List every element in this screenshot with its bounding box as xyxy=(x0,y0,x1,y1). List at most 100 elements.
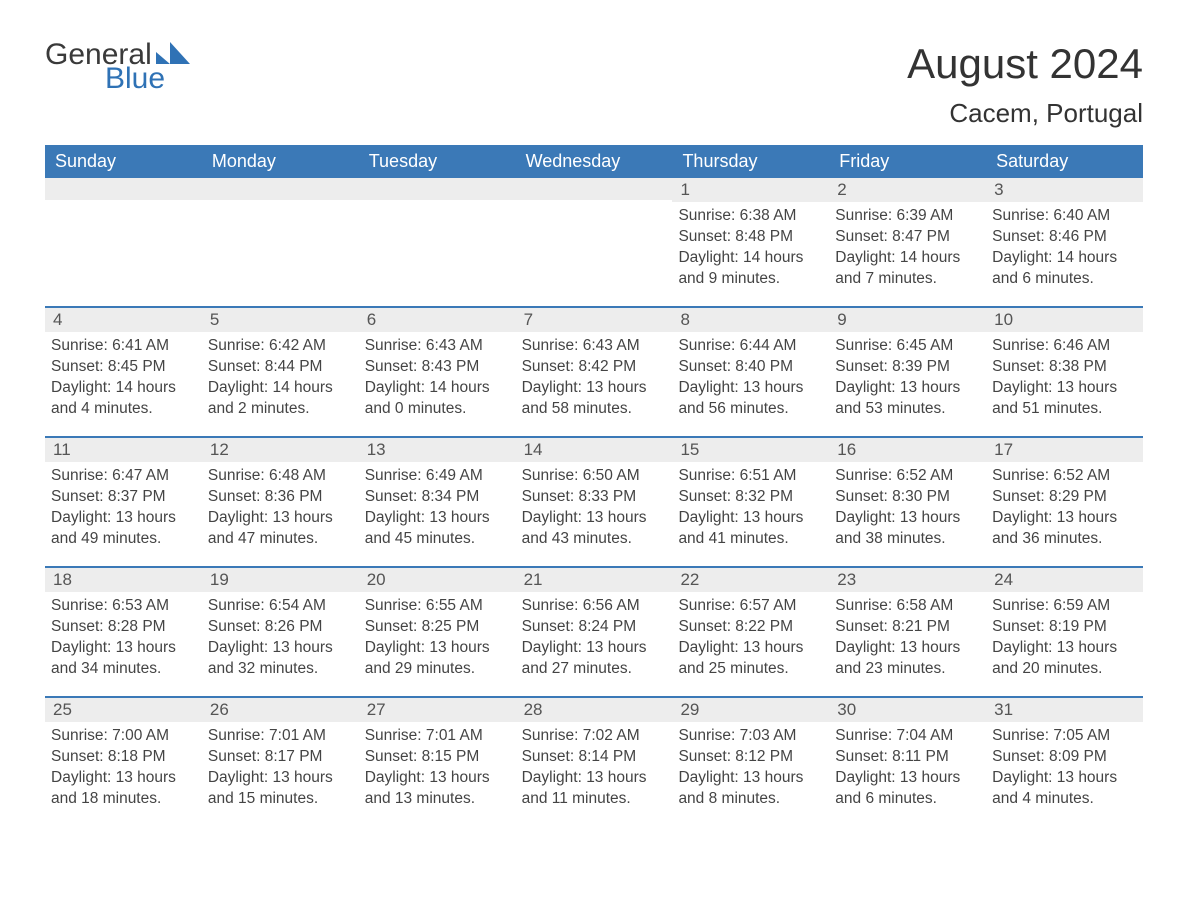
day-details: Sunrise: 7:01 AMSunset: 8:15 PMDaylight:… xyxy=(359,722,516,810)
weekday-header-row: SundayMondayTuesdayWednesdayThursdayFrid… xyxy=(45,145,1143,178)
sunset: Sunset: 8:39 PM xyxy=(835,357,980,378)
day-number: 5 xyxy=(202,308,359,332)
day-cell: 20 Sunrise: 6:55 AMSunset: 8:25 PMDayligh… xyxy=(359,568,516,696)
day-cell: 6Sunrise: 6:43 AMSunset: 8:43 PMDaylight… xyxy=(359,308,516,436)
daylight: Daylight: 14 hours and 0 minutes. xyxy=(365,378,510,420)
sunrise: Sunrise: 6:57 AM xyxy=(678,596,823,617)
day-details: Sunrise: 6:40 AMSunset: 8:46 PMDaylight:… xyxy=(986,202,1143,290)
day-cell: 21Sunrise: 6:56 AMSunset: 8:24 PMDayligh… xyxy=(516,568,673,696)
sunset: Sunset: 8:26 PM xyxy=(208,617,353,638)
day-cell: 25Sunrise: 7:00 AMSunset: 8:18 PMDayligh… xyxy=(45,698,202,826)
day-number: 26 xyxy=(202,698,359,722)
day-details: Sunrise: 7:00 AMSunset: 8:18 PMDaylight:… xyxy=(45,722,202,810)
day-number: 21 xyxy=(516,568,673,592)
day-details: Sunrise: 6:57 AMSunset: 8:22 PMDaylight:… xyxy=(672,592,829,680)
sunset: Sunset: 8:36 PM xyxy=(208,487,353,508)
day-details: Sunrise: 6:54 AMSunset: 8:26 PMDaylight:… xyxy=(202,592,359,680)
sunset: Sunset: 8:32 PM xyxy=(678,487,823,508)
sunrise: Sunrise: 6:55 AM xyxy=(365,596,510,617)
sunset: Sunset: 8:28 PM xyxy=(51,617,196,638)
day-details: Sunrise: 6:41 AMSunset: 8:45 PMDaylight:… xyxy=(45,332,202,420)
day-cell: 9Sunrise: 6:45 AMSunset: 8:39 PMDaylight… xyxy=(829,308,986,436)
sunset: Sunset: 8:33 PM xyxy=(522,487,667,508)
day-cell: 22Sunrise: 6:57 AMSunset: 8:22 PMDayligh… xyxy=(672,568,829,696)
day-number: 14 xyxy=(516,438,673,462)
sunrise: Sunrise: 6:48 AM xyxy=(208,466,353,487)
calendar: SundayMondayTuesdayWednesdayThursdayFrid… xyxy=(45,145,1143,826)
day-cell xyxy=(516,178,673,306)
sunrise: Sunrise: 6:51 AM xyxy=(678,466,823,487)
title-block: August 2024 Cacem, Portugal xyxy=(907,40,1143,129)
sunset: Sunset: 8:45 PM xyxy=(51,357,196,378)
sunrise: Sunrise: 6:43 AM xyxy=(365,336,510,357)
day-cell: 18Sunrise: 6:53 AMSunset: 8:28 PMDayligh… xyxy=(45,568,202,696)
day-number: 17 xyxy=(986,438,1143,462)
sunset: Sunset: 8:15 PM xyxy=(365,747,510,768)
day-number: 8 xyxy=(672,308,829,332)
day-number xyxy=(516,178,673,200)
daylight: Daylight: 13 hours and 11 minutes. xyxy=(522,768,667,810)
sunset: Sunset: 8:25 PM xyxy=(365,617,510,638)
day-details: Sunrise: 6:48 AMSunset: 8:36 PMDaylight:… xyxy=(202,462,359,550)
day-number: 20 xyxy=(359,568,516,592)
day-details: Sunrise: 7:02 AMSunset: 8:14 PMDaylight:… xyxy=(516,722,673,810)
sunrise: Sunrise: 6:52 AM xyxy=(992,466,1137,487)
header: General Blue August 2024 Cacem, Portugal xyxy=(45,40,1143,129)
sunrise: Sunrise: 6:47 AM xyxy=(51,466,196,487)
sunrise: Sunrise: 6:45 AM xyxy=(835,336,980,357)
sunset: Sunset: 8:38 PM xyxy=(992,357,1137,378)
day-details: Sunrise: 6:49 AMSunset: 8:34 PMDaylight:… xyxy=(359,462,516,550)
day-details: Sunrise: 6:47 AMSunset: 8:37 PMDaylight:… xyxy=(45,462,202,550)
sunrise: Sunrise: 6:49 AM xyxy=(365,466,510,487)
location: Cacem, Portugal xyxy=(907,98,1143,129)
daylight: Daylight: 13 hours and 6 minutes. xyxy=(835,768,980,810)
daylight: Daylight: 13 hours and 51 minutes. xyxy=(992,378,1137,420)
weekday-header: Tuesday xyxy=(359,145,516,178)
day-number: 27 xyxy=(359,698,516,722)
sunset: Sunset: 8:09 PM xyxy=(992,747,1137,768)
day-number xyxy=(359,178,516,200)
day-number: 19 xyxy=(202,568,359,592)
day-cell: 29Sunrise: 7:03 AMSunset: 8:12 PMDayligh… xyxy=(672,698,829,826)
sunset: Sunset: 8:30 PM xyxy=(835,487,980,508)
sunset: Sunset: 8:29 PM xyxy=(992,487,1137,508)
week-row: 25Sunrise: 7:00 AMSunset: 8:18 PMDayligh… xyxy=(45,696,1143,826)
day-number: 16 xyxy=(829,438,986,462)
daylight: Daylight: 14 hours and 4 minutes. xyxy=(51,378,196,420)
daylight: Daylight: 13 hours and 41 minutes. xyxy=(678,508,823,550)
day-cell xyxy=(45,178,202,306)
day-number: 10 xyxy=(986,308,1143,332)
day-cell: 8Sunrise: 6:44 AMSunset: 8:40 PMDaylight… xyxy=(672,308,829,436)
day-details: Sunrise: 6:50 AMSunset: 8:33 PMDaylight:… xyxy=(516,462,673,550)
sunset: Sunset: 8:22 PM xyxy=(678,617,823,638)
daylight: Daylight: 13 hours and 34 minutes. xyxy=(51,638,196,680)
sunrise: Sunrise: 6:43 AM xyxy=(522,336,667,357)
day-cell: 11Sunrise: 6:47 AMSunset: 8:37 PMDayligh… xyxy=(45,438,202,566)
daylight: Daylight: 13 hours and 27 minutes. xyxy=(522,638,667,680)
sunset: Sunset: 8:18 PM xyxy=(51,747,196,768)
day-cell xyxy=(202,178,359,306)
day-number: 22 xyxy=(672,568,829,592)
week-row: 18Sunrise: 6:53 AMSunset: 8:28 PMDayligh… xyxy=(45,566,1143,696)
daylight: Daylight: 13 hours and 47 minutes. xyxy=(208,508,353,550)
sunrise: Sunrise: 6:44 AM xyxy=(678,336,823,357)
day-number xyxy=(45,178,202,200)
day-number: 6 xyxy=(359,308,516,332)
logo: General Blue xyxy=(45,40,190,94)
daylight: Daylight: 14 hours and 7 minutes. xyxy=(835,248,980,290)
day-number: 1 xyxy=(672,178,829,202)
daylight: Daylight: 13 hours and 29 minutes. xyxy=(365,638,510,680)
sunrise: Sunrise: 6:58 AM xyxy=(835,596,980,617)
daylight: Daylight: 13 hours and 25 minutes. xyxy=(678,638,823,680)
sunrise: Sunrise: 6:38 AM xyxy=(678,206,823,227)
day-details: Sunrise: 6:56 AMSunset: 8:24 PMDaylight:… xyxy=(516,592,673,680)
sunrise: Sunrise: 7:01 AM xyxy=(365,726,510,747)
daylight: Daylight: 13 hours and 36 minutes. xyxy=(992,508,1137,550)
day-cell: 16Sunrise: 6:52 AMSunset: 8:30 PMDayligh… xyxy=(829,438,986,566)
sunrise: Sunrise: 6:42 AM xyxy=(208,336,353,357)
day-number: 13 xyxy=(359,438,516,462)
day-number: 12 xyxy=(202,438,359,462)
weekday-header: Thursday xyxy=(672,145,829,178)
day-details: Sunrise: 6:52 AMSunset: 8:29 PMDaylight:… xyxy=(986,462,1143,550)
sunset: Sunset: 8:19 PM xyxy=(992,617,1137,638)
